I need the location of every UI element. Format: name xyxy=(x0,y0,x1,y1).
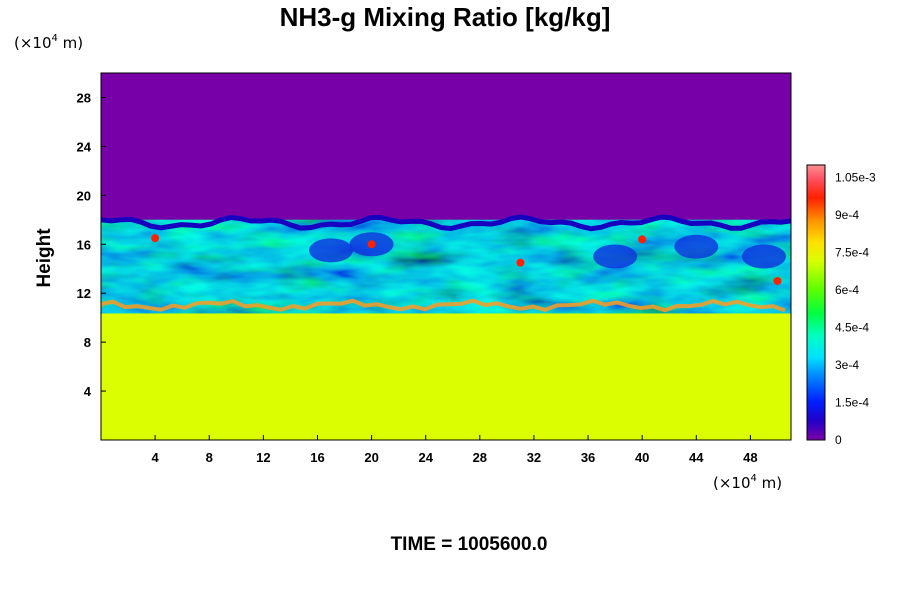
x-tick-label: 12 xyxy=(256,450,270,465)
colorbar xyxy=(806,164,826,441)
x-tick-label: 20 xyxy=(364,450,378,465)
blue-lobe xyxy=(309,238,353,263)
x-tick-label: 8 xyxy=(206,450,213,465)
blue-lobe xyxy=(674,234,719,259)
red-spot xyxy=(638,235,647,244)
y-tick-label: 8 xyxy=(84,335,91,350)
red-spot xyxy=(516,258,525,267)
lower-edge xyxy=(101,298,786,313)
y-axis-label: Height xyxy=(34,228,55,288)
colorbar-tick-label: 7.5e-4 xyxy=(835,246,869,260)
colorbar-tick-label: 6e-4 xyxy=(835,283,859,297)
x-tick-label: 24 xyxy=(418,450,433,465)
upper-region xyxy=(101,73,791,223)
y-tick-label: 16 xyxy=(77,237,91,252)
colorbar-tick-label: 9e-4 xyxy=(835,208,859,222)
blue-lobe xyxy=(741,244,786,269)
x-tick-label: 4 xyxy=(152,450,160,465)
x-unit-exp: 4 xyxy=(751,473,757,484)
colorbar-ticks: 0 1.5e-4 3e-4 4.5e-4 6e-4 7.5e-4 9e-4 1.05e-3 xyxy=(835,171,876,448)
lower-region xyxy=(101,300,791,440)
red-spot xyxy=(367,240,376,249)
y-unit-suffix: m) xyxy=(58,34,83,52)
y-unit-exp: 4 xyxy=(52,33,58,44)
y-unit-label: (×104 m) xyxy=(14,33,83,52)
plot-frame xyxy=(100,72,792,441)
y-tick-label: 4 xyxy=(84,384,92,399)
mixing-layer xyxy=(101,214,791,314)
colorbar-tick-label: 3e-4 xyxy=(835,358,859,372)
x-tick-label: 36 xyxy=(581,450,595,465)
x-tick-label: 44 xyxy=(689,450,704,465)
colorbar-tick-label: 0 xyxy=(835,433,842,447)
x-tick-label: 28 xyxy=(473,450,487,465)
x-tick-label: 32 xyxy=(527,450,541,465)
y-unit-prefix: (×10 xyxy=(14,34,52,52)
colorbar-tick-label: 1.05e-3 xyxy=(835,171,876,185)
y-ticks: 4 8 12 16 20 24 28 xyxy=(77,90,106,399)
red-spot xyxy=(773,276,782,285)
x-unit-suffix: m) xyxy=(757,474,782,492)
y-tick-label: 12 xyxy=(77,286,91,301)
x-unit-prefix: (×10 xyxy=(713,474,751,492)
upper-edge xyxy=(101,214,791,232)
colorbar-tick-label: 1.5e-4 xyxy=(835,396,869,410)
x-tick-label: 40 xyxy=(635,450,649,465)
x-tick-label: 16 xyxy=(310,450,324,465)
x-tick-label: 48 xyxy=(743,450,757,465)
red-spot xyxy=(151,234,160,243)
turbulence-texture xyxy=(101,219,791,314)
y-tick-label: 28 xyxy=(77,90,91,105)
chart-title: NH3-g Mixing Ratio [kg/kg] xyxy=(280,2,611,32)
y-tick-label: 20 xyxy=(77,188,91,203)
y-tick-label: 24 xyxy=(77,139,92,154)
blue-lobe xyxy=(593,244,638,269)
plot-area xyxy=(101,73,791,440)
x-ticks: 4 8 12 16 20 24 28 32 36 40 44 48 xyxy=(152,435,758,465)
time-label: TIME = 1005600.0 xyxy=(391,534,548,555)
colorbar-tick-label: 4.5e-4 xyxy=(835,321,869,335)
x-unit-label: (×104 m) xyxy=(713,473,782,492)
